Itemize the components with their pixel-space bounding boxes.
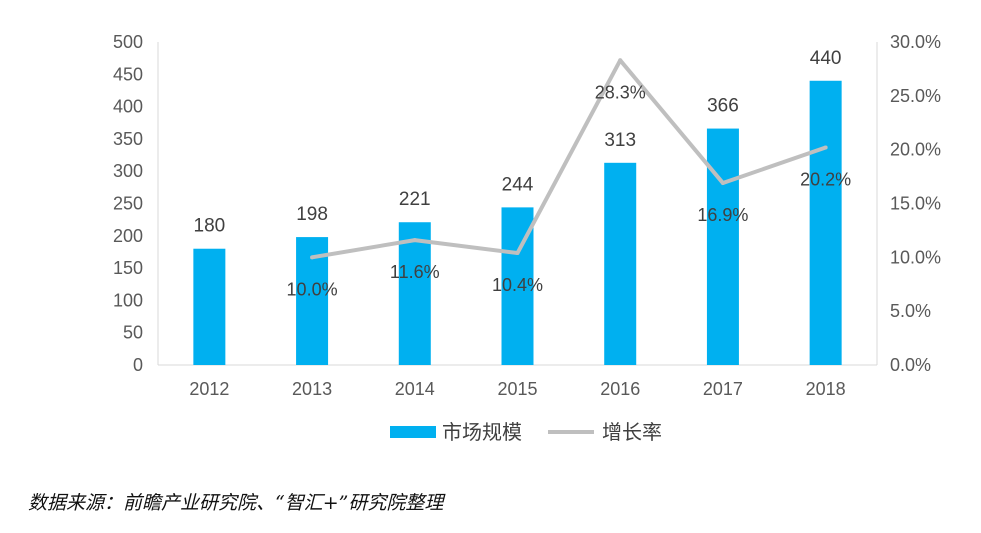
bar-value-label: 244 (502, 174, 534, 195)
bar (706, 128, 739, 365)
bar (193, 248, 226, 365)
x-tick-label: 2016 (600, 379, 640, 399)
line-point (823, 145, 828, 150)
y-left-tick-label: 150 (113, 258, 143, 278)
y-right-tick-label: 25.0% (890, 86, 941, 106)
x-tick-label: 2013 (292, 379, 332, 399)
chart-axes: 0 50 100 150 200 250 300 350 400 450 500 0.0% 5.0% 10… (113, 32, 941, 399)
x-tick-label: 2014 (395, 379, 435, 399)
y-left-tick-label: 400 (113, 97, 143, 117)
bar-value-label: 366 (707, 96, 739, 117)
legend-bar-swatch (390, 426, 436, 438)
y-left-tick-label: 250 (113, 194, 143, 214)
line-point (310, 255, 315, 260)
line-point (412, 238, 417, 243)
x-tick-label: 2018 (806, 379, 846, 399)
bar-value-label: 180 (194, 216, 226, 237)
y-right-tick-label: 0.0% (890, 355, 931, 375)
bar-value-label: 313 (604, 130, 636, 151)
bar (809, 80, 842, 365)
x-tick-label: 2012 (189, 379, 229, 399)
line-point (515, 251, 520, 256)
line-value-label: 10.0% (287, 279, 338, 299)
line-point (720, 181, 725, 186)
line-series (310, 58, 828, 260)
y-right-tick-label: 15.0% (890, 194, 941, 214)
legend-line-label: 增长率 (602, 421, 662, 444)
bar-value-label: 440 (810, 48, 842, 69)
growth-rate-line (311, 58, 827, 260)
y-left-tick-label: 100 (113, 290, 143, 310)
line-value-label: 11.6% (390, 262, 440, 282)
y-right-tick-label: 20.0% (890, 140, 941, 160)
y-right-tick-label: 30.0% (890, 32, 941, 52)
y-left-tick-label: 350 (113, 129, 143, 149)
bar-value-label: 221 (399, 189, 431, 210)
legend-bar-label: 市场规模 (442, 421, 522, 444)
bar-series (193, 80, 842, 365)
y-left-tick-label: 300 (113, 161, 143, 181)
x-tick-label: 2017 (703, 379, 743, 399)
bar (398, 222, 431, 365)
bar (604, 162, 637, 365)
line-value-label: 16.9% (697, 205, 748, 225)
y-left-tick-label: 0 (133, 355, 143, 375)
line-point (618, 58, 623, 63)
y-right-tick-label: 5.0% (890, 301, 931, 321)
source-note: 数据来源：前瞻产业研究院、“智汇+”研究院整理 (28, 492, 444, 514)
bar-value-label: 198 (296, 204, 328, 225)
x-tick-label: 2015 (497, 379, 537, 399)
data-labels: 180 198 221 244 313 366 440 10.0% 11.6% 10.4% 28.3… (194, 48, 852, 300)
y-right-tick-label: 10.0% (890, 247, 941, 267)
y-left-tick-label: 200 (113, 226, 143, 246)
line-value-label: 28.3% (595, 82, 646, 102)
y-left-tick-label: 500 (113, 32, 143, 52)
line-value-label: 20.2% (800, 170, 851, 190)
y-left-tick-label: 50 (123, 323, 143, 343)
legend: 市场规模 增长率 (390, 421, 662, 444)
y-left-tick-label: 450 (113, 64, 143, 84)
line-value-label: 10.4% (492, 275, 543, 295)
